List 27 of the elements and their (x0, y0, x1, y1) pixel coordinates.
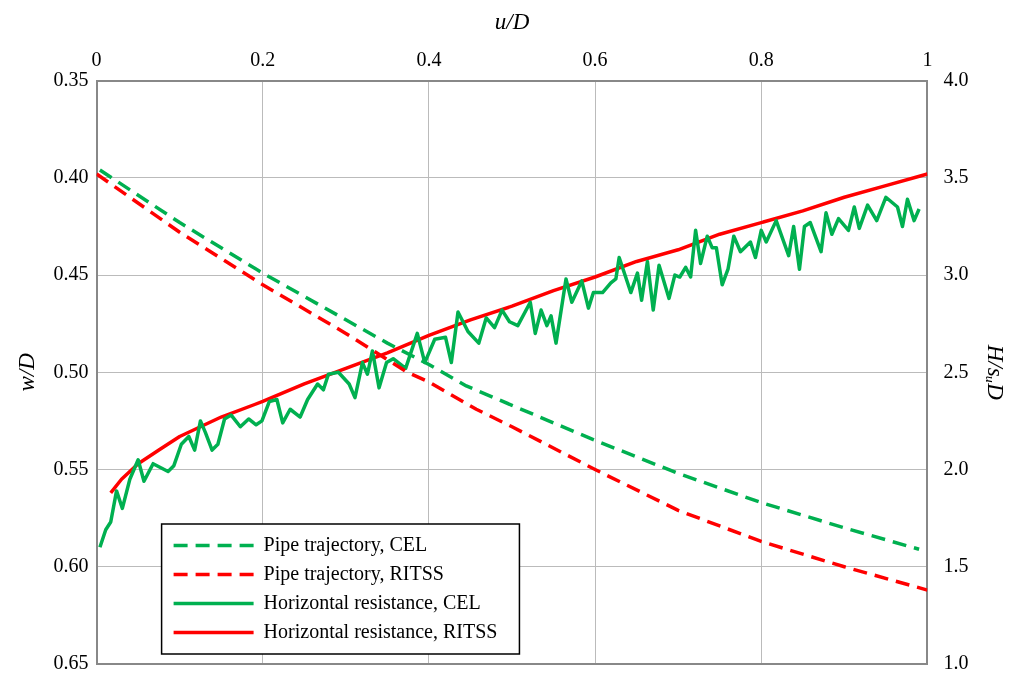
x-tick-label: 0.2 (250, 47, 276, 70)
y-tick-label: 0.45 (53, 262, 89, 285)
x-tick-label: 0.4 (416, 47, 442, 70)
y-tick-label: 0.35 (53, 67, 89, 90)
y2-tick-label: 2.0 (943, 456, 969, 479)
legend-label: Horizontal resistance, CEL (263, 590, 481, 613)
legend-label: Pipe trajectory, CEL (263, 532, 428, 556)
y2-tick-label: 1.0 (943, 651, 969, 674)
y-tick-label: 0.60 (53, 554, 89, 577)
y2-tick-label: 3.5 (943, 165, 969, 188)
y2-tick-label: 2.5 (943, 359, 969, 382)
y2-tick-label: 4.0 (943, 67, 969, 90)
legend-label: Horizontal resistance, RITSS (263, 619, 498, 642)
y2-axis-title: H/sᵤD (983, 343, 1009, 401)
legend-label: Pipe trajectory, RITSS (263, 561, 444, 585)
y-tick-label: 0.50 (53, 359, 89, 382)
x-tick-label: 0 (91, 47, 102, 70)
y-tick-label: 0.40 (53, 165, 89, 188)
y2-tick-label: 1.5 (943, 554, 969, 577)
y-tick-label: 0.55 (53, 456, 89, 479)
x-tick-label: 1 (922, 47, 933, 70)
x-tick-label: 0.8 (748, 47, 774, 70)
x-tick-label: 0.6 (582, 47, 608, 70)
y2-tick-label: 3.0 (943, 262, 969, 285)
x-axis-title: u/D (494, 8, 530, 34)
y-tick-label: 0.65 (53, 651, 89, 674)
y-axis-title: w/D (13, 352, 39, 392)
